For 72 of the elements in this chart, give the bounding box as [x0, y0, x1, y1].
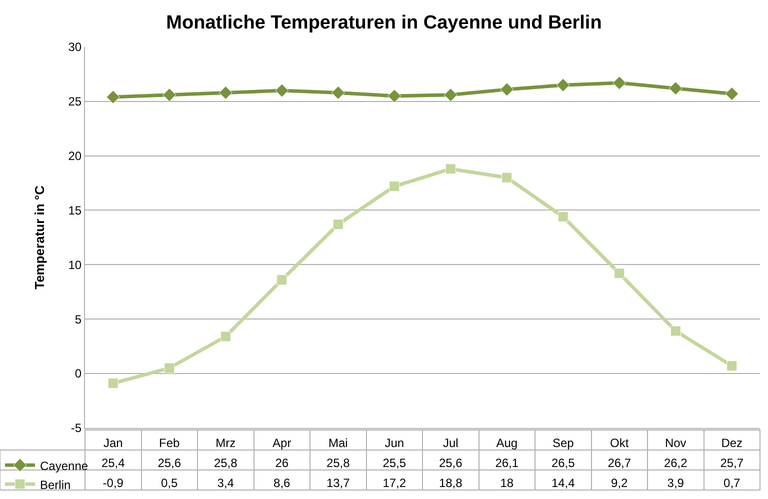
point — [502, 172, 512, 183]
x-tick-label: Jul — [442, 436, 458, 450]
point — [332, 219, 344, 230]
point — [668, 82, 682, 96]
point — [276, 274, 288, 286]
data-label: 9,2 — [611, 476, 628, 490]
point — [670, 326, 681, 336]
point — [444, 88, 458, 102]
data-label: 3,4 — [217, 476, 234, 490]
y-tick-label: -5 — [70, 421, 82, 436]
y-tick-label: 30 — [68, 40, 82, 54]
point — [162, 88, 176, 102]
y-axis-title: Temperatur in °C — [32, 184, 48, 290]
y-tick-label: 5 — [74, 312, 82, 326]
data-label: -0,9 — [102, 476, 124, 490]
x-tick-label: Mai — [328, 436, 348, 450]
point — [218, 86, 232, 100]
data-label: 25,8 — [326, 456, 350, 470]
point — [275, 84, 289, 98]
point — [106, 90, 120, 104]
y-tick-label: 10 — [68, 258, 82, 272]
data-label: 17,2 — [382, 476, 406, 490]
point — [726, 360, 738, 372]
point — [612, 76, 626, 90]
point — [558, 212, 568, 222]
point — [389, 181, 400, 192]
data-label: 25,6 — [438, 456, 463, 470]
x-tick-label: Aug — [496, 436, 518, 450]
x-tick-label: Dez — [721, 436, 743, 450]
data-label: 26,1 — [495, 456, 519, 470]
chart-title: Monatliche Temperaturen in Cayenne und Berlin — [166, 12, 602, 34]
point — [108, 378, 118, 389]
data-label: 0,5 — [161, 476, 178, 490]
x-tick-label: Nov — [664, 436, 686, 450]
data-label: 13,7 — [326, 476, 350, 490]
legend-label: Cayenne — [40, 458, 88, 473]
data-label: 26,7 — [608, 456, 632, 470]
x-tick-label: Mrz — [216, 436, 236, 450]
y-tick-label: 15 — [68, 203, 82, 218]
data-label: 25,4 — [101, 456, 126, 470]
data-label: 25,6 — [158, 456, 182, 470]
x-tick-label: Jan — [103, 436, 123, 450]
data-label: 26,2 — [664, 456, 688, 470]
data-label: 25,5 — [382, 456, 406, 470]
x-tick-label: Jun — [384, 436, 404, 450]
data-label: 25,8 — [214, 456, 238, 470]
data-label: 18 — [500, 476, 514, 490]
data-label: 8,6 — [274, 476, 291, 490]
legend-label: Berlin — [40, 478, 71, 492]
data-label: 26,5 — [551, 456, 576, 470]
y-tick-label: 25 — [68, 94, 82, 109]
x-tick-label: Feb — [159, 436, 180, 450]
point — [556, 78, 570, 92]
x-tick-label: Sep — [552, 436, 574, 450]
y-tick-label: 20 — [68, 149, 82, 164]
point — [725, 87, 739, 101]
point — [164, 362, 175, 374]
x-tick-label: Apr — [272, 436, 292, 450]
point — [220, 331, 231, 342]
data-label: 26 — [275, 456, 289, 470]
data-label: 3,9 — [667, 476, 684, 490]
data-label: 0,7 — [724, 476, 741, 490]
point — [331, 86, 345, 100]
point — [614, 268, 625, 279]
x-tick-label: Okt — [610, 436, 630, 450]
data-label: 25,7 — [720, 456, 744, 470]
y-tick-label: 0 — [74, 366, 82, 381]
point — [445, 164, 456, 174]
data-label: 14,4 — [551, 476, 576, 490]
point — [388, 89, 402, 103]
point — [500, 82, 514, 96]
data-label: 18,8 — [438, 476, 463, 490]
